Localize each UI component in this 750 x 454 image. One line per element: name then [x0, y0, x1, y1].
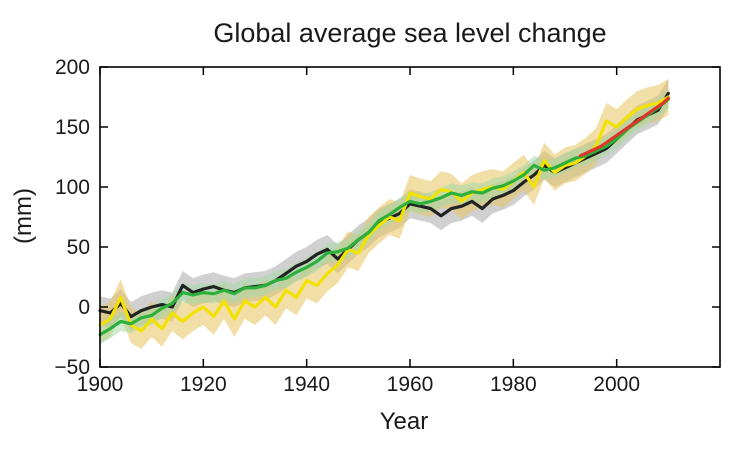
y-tick-label: −50	[54, 356, 90, 379]
series-line-3	[98, 97, 670, 337]
y-tick-label: 150	[55, 116, 90, 139]
x-tick-label: 1900	[77, 373, 124, 396]
x-tick-label: 1940	[283, 373, 330, 396]
axis-ticks: 1900 1920 1940 1960 1980 2000 −50 0 50 100 150 200	[54, 56, 720, 396]
series-line-2	[98, 95, 670, 333]
y-tick-label: 100	[55, 176, 90, 199]
y-tick-label: 50	[67, 236, 90, 259]
x-tick-label: 1960	[387, 373, 434, 396]
y-axis-label: (mm)	[10, 188, 37, 244]
x-tick-label: 1920	[180, 373, 227, 396]
x-tick-label: 2000	[593, 373, 640, 396]
y-tick-label: 200	[55, 56, 90, 79]
x-axis-label: Year	[380, 408, 429, 435]
series-lines	[98, 91, 670, 337]
series-line-4	[578, 96, 670, 158]
x-tick-label: 1980	[490, 373, 537, 396]
y-tick-label: 0	[78, 296, 90, 319]
chart-title: Global average sea level change	[213, 18, 606, 48]
uncertainty-bands	[100, 79, 669, 349]
